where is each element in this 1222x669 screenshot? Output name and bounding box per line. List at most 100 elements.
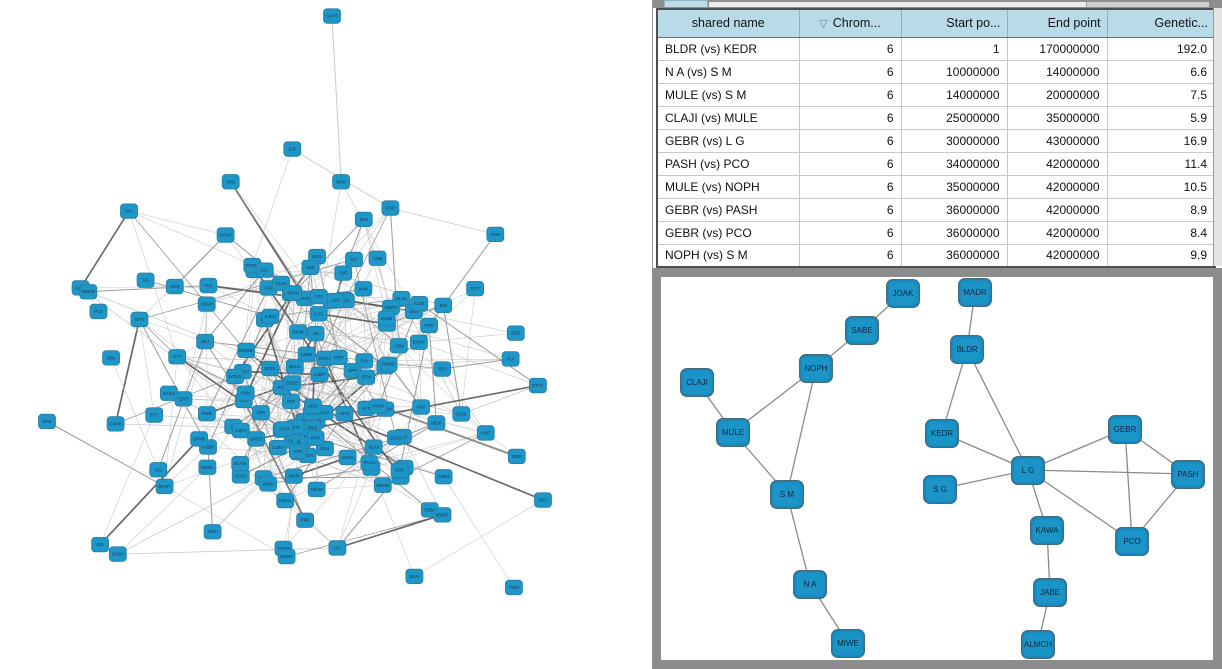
overview-node[interactable] xyxy=(409,334,428,350)
column-header-end-point[interactable]: End point xyxy=(1007,9,1108,38)
table-cell-end-point[interactable]: 42000000 xyxy=(1007,198,1108,222)
table-cell-chromosome[interactable]: 6 xyxy=(799,175,902,199)
overview-edge[interactable] xyxy=(390,207,496,235)
overview-node[interactable] xyxy=(221,174,240,190)
table-cell-chromosome[interactable]: 6 xyxy=(799,106,902,130)
network-node-MULE[interactable]: MULE xyxy=(716,417,750,447)
network-node-PCO[interactable]: PCO xyxy=(1115,526,1149,556)
column-header-chromosome[interactable]: ▽ Chrom... xyxy=(799,9,902,38)
network-node-CLAJI[interactable]: CLAJI xyxy=(680,367,714,397)
network-edge-NOPH-S M[interactable] xyxy=(786,367,817,495)
overview-edge[interactable] xyxy=(338,288,476,358)
overview-edge[interactable] xyxy=(139,319,155,416)
overview-node[interactable] xyxy=(310,366,329,383)
overview-edge[interactable] xyxy=(306,311,415,355)
overview-edge[interactable] xyxy=(418,288,476,343)
table-cell-end-point[interactable]: 35000000 xyxy=(1007,106,1108,130)
overview-node[interactable] xyxy=(168,349,187,365)
overview-edge[interactable] xyxy=(198,368,271,440)
overview-node[interactable] xyxy=(276,492,295,509)
overview-node[interactable] xyxy=(106,416,125,432)
overview-node[interactable] xyxy=(433,507,452,523)
overview-edge[interactable] xyxy=(316,485,383,490)
table-row[interactable]: N A (vs) S M 6 10000000 14000000 6.6 xyxy=(657,60,1216,84)
overview-edge[interactable] xyxy=(128,210,265,271)
overview-edge[interactable] xyxy=(269,368,283,431)
table-cell-start-position[interactable]: 14000000 xyxy=(901,83,1008,107)
overview-node[interactable] xyxy=(296,512,315,528)
network-node-SABE[interactable]: SABE xyxy=(845,315,879,345)
overview-node[interactable] xyxy=(275,421,293,437)
overview-edge[interactable] xyxy=(315,437,444,478)
overview-node[interactable] xyxy=(284,468,303,484)
table-row[interactable]: PASH (vs) PCO 6 34000000 42000000 11.4 xyxy=(657,152,1216,176)
overview-edge[interactable] xyxy=(114,319,141,425)
overview-edge[interactable] xyxy=(199,405,313,440)
overview-node[interactable] xyxy=(354,211,373,228)
network-edge-GEBR-PCO[interactable] xyxy=(1124,428,1133,542)
overview-node[interactable] xyxy=(323,8,341,24)
overview-edge[interactable] xyxy=(293,456,348,477)
network-node-KAWA[interactable]: KAWA xyxy=(1030,515,1064,545)
table-cell-genetic-distance[interactable]: 8.4 xyxy=(1107,221,1216,245)
overview-node[interactable] xyxy=(197,406,216,422)
column-header-genetic-distance[interactable]: Genetic... xyxy=(1107,9,1216,38)
table-cell-end-point[interactable]: 43000000 xyxy=(1007,129,1108,153)
overview-node[interactable] xyxy=(165,278,184,295)
overview-node[interactable] xyxy=(203,524,222,540)
overview-edge[interactable] xyxy=(418,332,516,343)
overview-edge[interactable] xyxy=(331,15,342,182)
overview-node[interactable] xyxy=(102,350,120,366)
overview-node[interactable] xyxy=(506,325,525,341)
table-cell-genetic-distance[interactable]: 16.9 xyxy=(1107,129,1216,153)
network-node-S G[interactable]: S G xyxy=(923,474,957,504)
table-cell-end-point[interactable]: 42000000 xyxy=(1007,244,1108,268)
overview-node[interactable] xyxy=(261,360,280,377)
overview-node[interactable] xyxy=(282,393,300,410)
overview-node[interactable] xyxy=(268,439,287,456)
overview-node[interactable] xyxy=(38,413,56,430)
overview-node[interactable] xyxy=(297,346,316,362)
network-node-L G[interactable]: L G xyxy=(1011,455,1045,485)
overview-node[interactable] xyxy=(504,579,523,596)
table-row[interactable]: NOPH (vs) S M 6 36000000 42000000 9.9 xyxy=(657,244,1216,268)
overview-node[interactable] xyxy=(155,478,174,495)
overview-edge[interactable] xyxy=(174,234,226,287)
table-cell-shared-name[interactable]: GEBR (vs) PASH xyxy=(657,198,800,222)
table-cell-end-point[interactable]: 14000000 xyxy=(1007,60,1108,84)
table-cell-chromosome[interactable]: 6 xyxy=(799,60,902,84)
network-node-JOAK[interactable]: JOAK xyxy=(886,278,920,308)
table-cell-start-position[interactable]: 30000000 xyxy=(901,129,1008,153)
overview-node[interactable] xyxy=(335,405,354,422)
overview-node[interactable] xyxy=(288,443,307,460)
table-cell-genetic-distance[interactable]: 8.9 xyxy=(1107,198,1216,222)
overview-edge[interactable] xyxy=(385,408,517,457)
overview-node[interactable] xyxy=(338,449,357,466)
overview-edge[interactable] xyxy=(441,368,487,434)
overview-node[interactable] xyxy=(434,469,453,485)
overview-edge[interactable] xyxy=(243,400,306,521)
overview-node[interactable] xyxy=(405,568,424,584)
overview-node[interactable] xyxy=(486,226,505,243)
overview-node[interactable] xyxy=(199,277,218,294)
network-node-BLDR[interactable]: BLDR xyxy=(950,334,984,364)
overview-edge[interactable] xyxy=(283,446,374,549)
overview-edge[interactable] xyxy=(168,393,269,485)
overview-node[interactable] xyxy=(136,272,155,288)
network-edge-BLDR-L G[interactable] xyxy=(966,348,1029,471)
table-cell-start-position[interactable]: 10000000 xyxy=(901,60,1008,84)
overview-node[interactable] xyxy=(381,200,400,216)
table-cell-chromosome[interactable]: 6 xyxy=(799,198,902,222)
overview-edge[interactable] xyxy=(177,356,246,394)
table-cell-end-point[interactable]: 42000000 xyxy=(1007,175,1108,199)
overview-edge[interactable] xyxy=(318,313,388,325)
overview-node[interactable] xyxy=(231,455,250,472)
overview-node[interactable] xyxy=(452,406,471,422)
table-cell-shared-name[interactable]: GEBR (vs) PCO xyxy=(657,221,800,245)
table-cell-start-position[interactable]: 1 xyxy=(901,37,1008,61)
overview-node[interactable] xyxy=(306,430,325,446)
overview-node[interactable] xyxy=(255,262,274,278)
overview-network-canvas[interactable]: RBDUIKWSKJNMIKSGHPHIKHJMGJFMGRLASJSRDAEE… xyxy=(0,0,652,669)
overview-node[interactable] xyxy=(377,310,396,327)
table-cell-shared-name[interactable]: PASH (vs) PCO xyxy=(657,152,800,176)
